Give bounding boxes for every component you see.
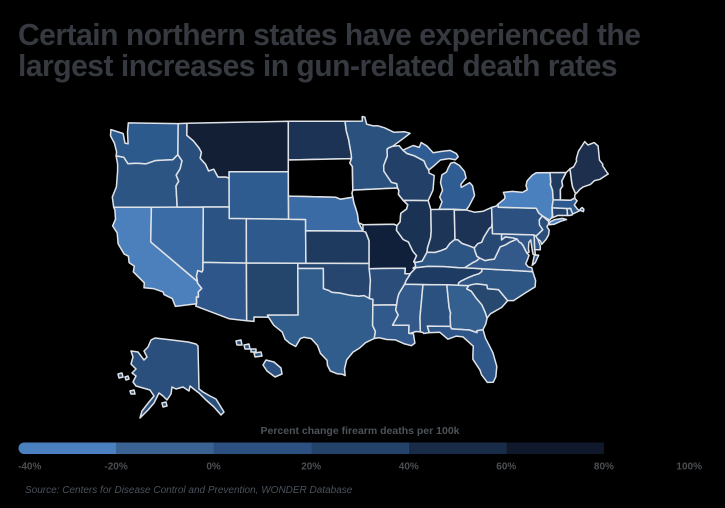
svg-text:20%: 20% — [301, 462, 321, 473]
svg-text:40%: 40% — [399, 462, 419, 473]
svg-text:Percent change firearm deaths: Percent change firearm deaths per 100k — [260, 425, 459, 437]
svg-text:60%: 60% — [496, 462, 516, 473]
svg-text:0%: 0% — [206, 462, 221, 473]
svg-text:80%: 80% — [594, 462, 614, 473]
svg-text:-40%: -40% — [18, 462, 41, 473]
svg-text:100%: 100% — [676, 462, 702, 473]
svg-text:-20%: -20% — [104, 462, 127, 473]
